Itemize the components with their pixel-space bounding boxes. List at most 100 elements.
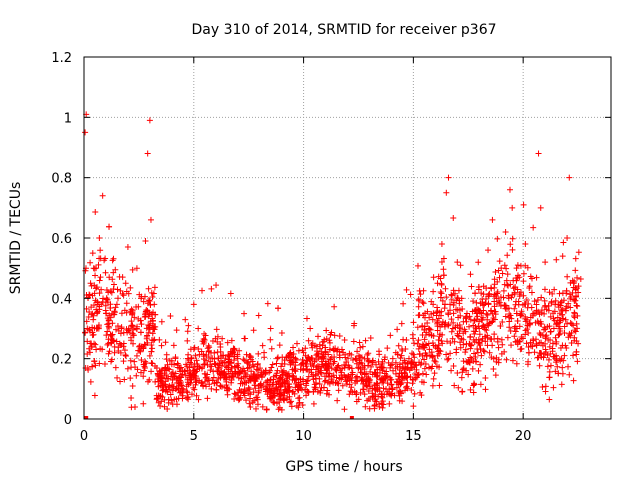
data-point [475, 306, 482, 313]
data-point [339, 382, 346, 389]
data-point [490, 365, 497, 372]
data-point [506, 311, 513, 318]
data-point [145, 378, 151, 385]
data-point [204, 395, 211, 402]
data-point [201, 370, 208, 377]
data-point [203, 357, 210, 364]
data-point [133, 325, 140, 332]
data-point [447, 307, 454, 314]
data-point [121, 376, 128, 383]
data-point [230, 345, 237, 352]
data-point [478, 316, 485, 323]
data-point [467, 386, 474, 393]
data-point [455, 384, 462, 391]
data-point [524, 326, 531, 333]
data-point [201, 336, 208, 343]
data-point [553, 352, 560, 359]
data-point [107, 304, 114, 311]
data-point [185, 351, 192, 358]
data-point [324, 387, 331, 394]
data-point [336, 354, 343, 361]
data-point [496, 258, 503, 265]
data-point [273, 381, 280, 388]
data-point [484, 316, 491, 323]
data-point [485, 247, 492, 254]
x-axis-label: GPS time / hours [285, 459, 402, 475]
data-point [182, 367, 189, 374]
data-point [175, 379, 182, 386]
data-point [226, 359, 233, 366]
data-point [84, 351, 91, 358]
data-point [148, 342, 155, 349]
data-point [526, 283, 533, 290]
data-point [99, 192, 106, 199]
data-point [279, 360, 286, 367]
data-point [450, 214, 457, 221]
data-point [455, 333, 462, 340]
data-point [287, 361, 294, 368]
data-point [304, 357, 311, 364]
data-point [553, 338, 560, 345]
data-point [491, 276, 498, 283]
data-point [326, 346, 333, 353]
data-point [246, 352, 253, 359]
data-point [363, 382, 370, 389]
data-point [434, 327, 441, 334]
data-point [467, 334, 474, 341]
data-point [531, 310, 538, 317]
data-point [184, 389, 191, 396]
data-point [187, 359, 194, 366]
data-point [137, 329, 144, 336]
data-point [374, 366, 381, 373]
data-point [391, 392, 398, 399]
data-point [166, 382, 173, 389]
data-point [133, 265, 140, 272]
data-point [353, 355, 360, 362]
data-point [310, 400, 317, 407]
data-point [572, 328, 579, 335]
data-point [109, 257, 116, 264]
data-point [485, 301, 492, 308]
data-point [443, 294, 450, 301]
data-point [140, 373, 147, 380]
x-tick-label: 20 [515, 429, 532, 444]
data-point [491, 308, 498, 315]
data-point [512, 328, 519, 335]
data-point [155, 392, 162, 399]
data-point [428, 332, 435, 339]
data-point [255, 350, 262, 357]
data-point [517, 312, 524, 319]
data-point [553, 256, 560, 263]
data-point [353, 374, 360, 381]
data-point [224, 391, 231, 398]
data-point [541, 286, 548, 293]
data-point [246, 386, 253, 393]
data-point [562, 342, 569, 349]
data-point [94, 310, 101, 317]
data-point [378, 391, 385, 398]
data-point [403, 384, 410, 391]
data-point [560, 239, 567, 246]
data-point [450, 319, 457, 326]
data-point [195, 396, 202, 403]
data-point [430, 310, 437, 317]
data-point [251, 363, 258, 370]
data-point-zero [349, 416, 354, 419]
data-point [142, 238, 149, 245]
data-point [525, 358, 532, 365]
data-point [280, 367, 287, 374]
data-point [376, 384, 383, 391]
data-point [422, 350, 429, 357]
data-point [276, 342, 283, 349]
data-point [295, 347, 302, 354]
data-point [547, 336, 554, 343]
data-point [275, 406, 282, 413]
data-point [482, 374, 489, 381]
data-point [150, 324, 157, 331]
data-point [169, 369, 176, 376]
data-point [536, 362, 543, 369]
data-point [104, 315, 111, 322]
data-point [419, 331, 426, 338]
data-point [141, 361, 148, 368]
data-point [334, 346, 341, 353]
